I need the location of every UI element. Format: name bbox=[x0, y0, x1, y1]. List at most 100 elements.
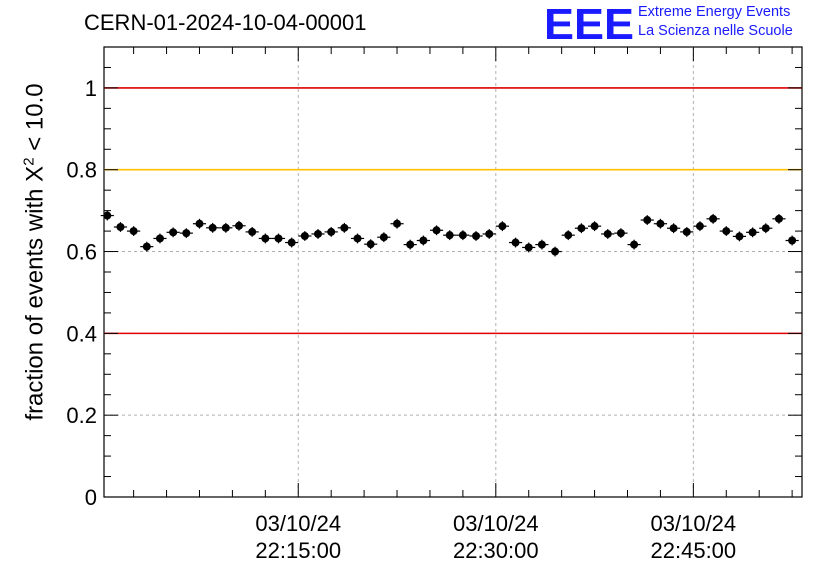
data-point bbox=[785, 235, 799, 246]
data-point bbox=[495, 221, 509, 232]
data-point bbox=[179, 228, 193, 239]
data-marker bbox=[142, 242, 151, 251]
y-tick-label: 0.4 bbox=[66, 321, 97, 346]
data-marker bbox=[551, 247, 560, 256]
logo-lettering: EEE bbox=[544, 2, 634, 46]
data-point bbox=[508, 237, 523, 248]
data-point bbox=[416, 235, 430, 246]
data-point bbox=[337, 222, 351, 233]
data-point bbox=[350, 233, 365, 244]
y-axis-label-suffix: < 10.0 bbox=[21, 83, 49, 158]
data-point bbox=[377, 232, 391, 243]
data-marker bbox=[616, 229, 625, 238]
data-marker bbox=[406, 240, 415, 249]
data-marker bbox=[103, 211, 112, 220]
data-marker bbox=[682, 227, 691, 236]
data-point bbox=[706, 213, 720, 224]
data-point bbox=[245, 227, 259, 237]
y-axis-label-sup: 2 bbox=[20, 157, 38, 166]
y-tick-label: 0 bbox=[85, 485, 97, 510]
data-marker bbox=[327, 227, 336, 236]
data-points bbox=[100, 210, 799, 257]
data-point bbox=[693, 221, 707, 232]
data-point bbox=[759, 223, 773, 234]
y-tick-labels: 0 0.2 0.4 0.6 0.8 1 bbox=[66, 76, 97, 510]
data-marker bbox=[709, 214, 718, 223]
data-marker bbox=[129, 227, 138, 236]
eee-logo: EEE bbox=[544, 2, 634, 46]
data-point bbox=[166, 227, 180, 238]
y-axis-label-prefix: fraction of events with X bbox=[21, 165, 49, 421]
logo-caption-line1: Extreme Energy Events bbox=[638, 4, 791, 20]
x-tick-label-date: 03/10/24 bbox=[255, 511, 341, 536]
x-tick-label-date: 03/10/24 bbox=[651, 511, 737, 536]
data-marker bbox=[314, 229, 323, 238]
data-marker bbox=[287, 238, 296, 247]
data-marker bbox=[788, 236, 797, 245]
data-point bbox=[482, 229, 496, 239]
data-marker bbox=[393, 219, 402, 228]
x-tick-label-time: 22:30:00 bbox=[453, 538, 539, 563]
data-point bbox=[614, 228, 628, 239]
data-marker bbox=[366, 240, 375, 249]
data-point bbox=[271, 233, 286, 244]
data-marker bbox=[458, 231, 467, 240]
logo-caption: Extreme Energy Events La Scienza nelle S… bbox=[638, 3, 793, 41]
data-point bbox=[232, 220, 246, 231]
data-point bbox=[456, 230, 470, 241]
data-point bbox=[127, 226, 141, 236]
data-point bbox=[153, 233, 167, 244]
plot-frame bbox=[103, 46, 803, 498]
data-marker bbox=[485, 229, 494, 238]
x-tick-label-time: 22:15:00 bbox=[255, 538, 341, 563]
data-marker bbox=[577, 224, 586, 233]
data-marker bbox=[590, 222, 599, 231]
data-marker bbox=[735, 232, 744, 241]
data-marker bbox=[169, 228, 178, 237]
data-marker bbox=[116, 223, 125, 231]
data-marker bbox=[774, 214, 783, 223]
data-point bbox=[627, 239, 641, 250]
data-point bbox=[732, 231, 747, 242]
data-marker bbox=[564, 231, 573, 240]
y-tick-label: 1 bbox=[85, 76, 97, 101]
x-tick-label-date: 03/10/24 bbox=[453, 511, 539, 536]
data-point bbox=[469, 231, 483, 241]
data-point bbox=[311, 229, 325, 239]
data-point bbox=[640, 215, 654, 225]
axis-ticks bbox=[104, 46, 802, 498]
data-point bbox=[390, 218, 404, 229]
y-axis-label-wrap: fraction of events with X2 < 10.0 bbox=[0, 0, 60, 572]
data-marker bbox=[722, 227, 731, 236]
data-point bbox=[522, 242, 536, 253]
data-marker bbox=[208, 223, 217, 232]
run-title: CERN-01-2024-10-04-00001 bbox=[84, 10, 367, 35]
data-point bbox=[113, 222, 128, 232]
data-marker bbox=[155, 234, 164, 243]
data-marker bbox=[379, 233, 388, 242]
data-point bbox=[601, 229, 615, 239]
data-marker bbox=[472, 232, 481, 240]
data-marker bbox=[340, 223, 349, 232]
data-marker bbox=[432, 226, 441, 235]
y-axis-label: fraction of events with X2 < 10.0 bbox=[21, 83, 50, 420]
data-marker bbox=[261, 234, 270, 243]
data-point bbox=[429, 225, 444, 236]
y-tick-label: 0.8 bbox=[66, 158, 97, 183]
data-marker bbox=[761, 224, 770, 233]
data-point bbox=[324, 227, 338, 237]
x-tick-label-time: 22:45:00 bbox=[651, 538, 737, 563]
data-point bbox=[285, 237, 299, 248]
data-marker bbox=[669, 224, 678, 233]
data-marker bbox=[419, 236, 428, 245]
data-marker bbox=[274, 234, 283, 243]
data-marker bbox=[537, 240, 546, 249]
data-point bbox=[667, 223, 681, 234]
y-tick-label: 0.6 bbox=[66, 240, 97, 265]
data-point bbox=[192, 218, 207, 229]
data-marker bbox=[695, 222, 704, 231]
data-marker bbox=[643, 216, 652, 225]
data-marker bbox=[524, 243, 533, 252]
y-tick-label: 0.2 bbox=[66, 403, 97, 428]
data-marker bbox=[511, 238, 520, 247]
